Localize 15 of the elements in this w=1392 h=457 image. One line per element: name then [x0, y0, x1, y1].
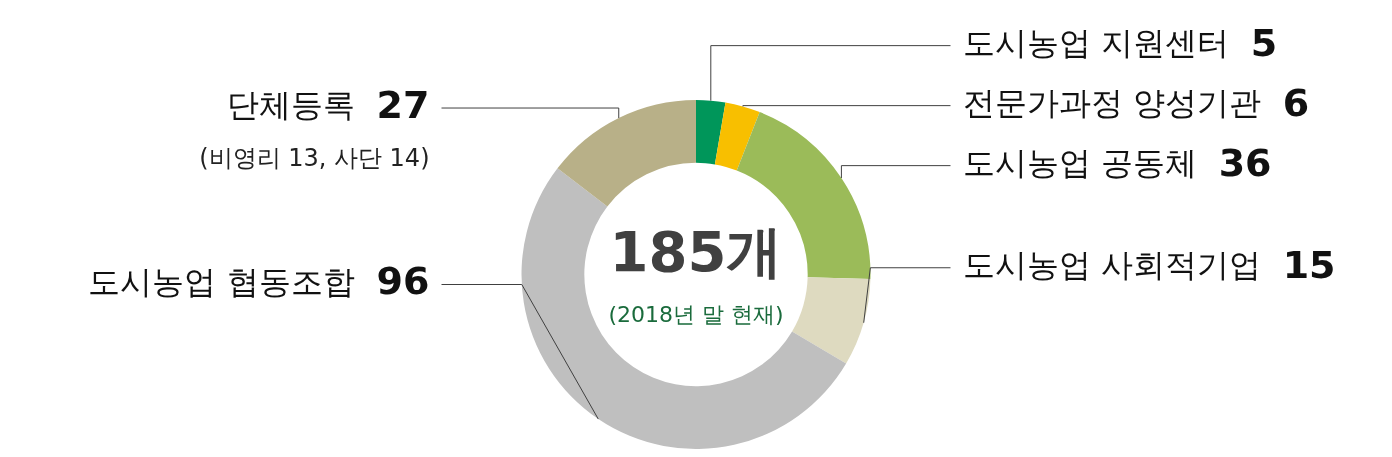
text: (2018년 말 현재) [608, 302, 784, 328]
data-label: 27 [376, 82, 430, 127]
slice-label: 도시농업 지원센터 [962, 23, 1229, 62]
data-label: 96 [376, 259, 430, 304]
slice-label: 단체등록 [226, 86, 355, 125]
data-label: 5 [1250, 20, 1278, 65]
text: 185개 [609, 219, 783, 285]
data-label: 15 [1282, 242, 1336, 287]
data-label: 36 [1218, 140, 1272, 185]
slice-label: 도시농업 사회적기업 [962, 246, 1261, 285]
text: (비영리 13, 사단 14) [199, 144, 430, 173]
slice-label: 도시농업 협동조합 [88, 262, 355, 301]
slice-label: 전문가과정 양성기관 [962, 83, 1261, 122]
slice-label: 도시농업 공동체 [962, 143, 1197, 182]
data-label: 6 [1282, 80, 1310, 125]
